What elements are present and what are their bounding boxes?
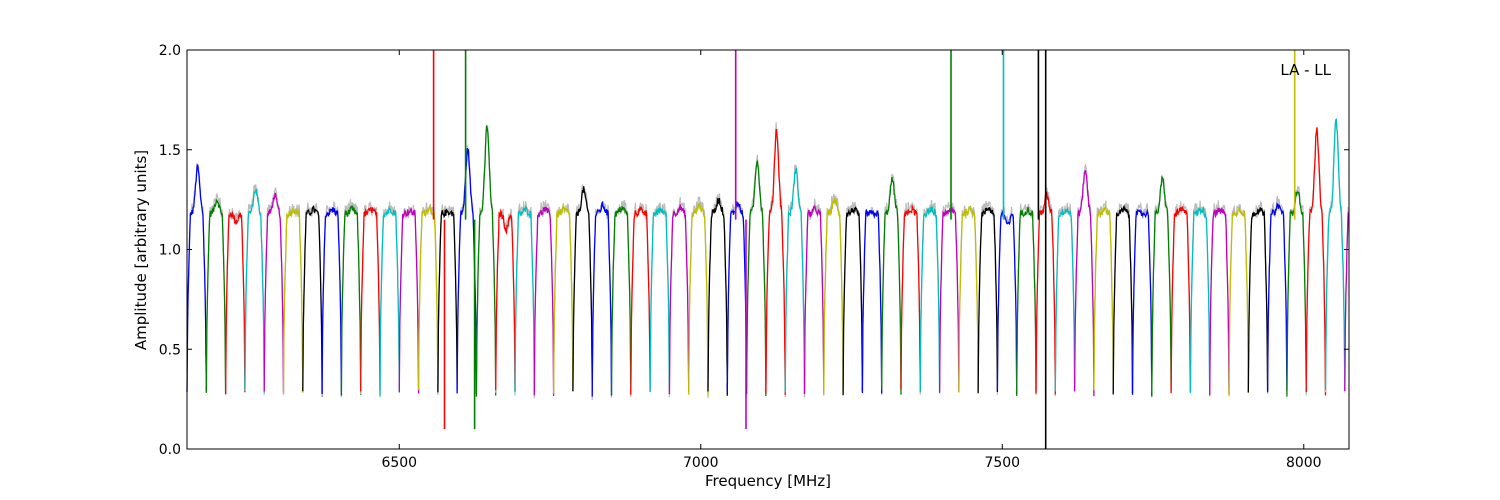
channel-curve-41 — [977, 206, 999, 394]
channel-curve-40 — [958, 205, 979, 394]
channel-curve-33 — [823, 198, 844, 394]
channel-curve-6 — [302, 205, 323, 397]
channel-curve-16 — [495, 209, 516, 392]
channel-curve-47 — [1093, 205, 1114, 391]
channel-curve-25 — [668, 204, 690, 395]
channel-curve-9 — [360, 206, 381, 392]
reference-channel-15 — [475, 124, 497, 395]
y-tick-label-1: 0.5 — [159, 342, 181, 358]
channel-curve-1 — [205, 198, 227, 395]
channel-curve-54 — [1228, 206, 1249, 397]
channel-curve-35 — [861, 208, 883, 394]
channel-curve-55 — [1247, 207, 1269, 393]
channel-curve-51 — [1170, 206, 1192, 394]
reference-channel-30 — [765, 122, 786, 398]
reference-channel-36 — [881, 173, 902, 390]
channel-curve-19 — [552, 205, 574, 394]
channel-curve-37 — [900, 204, 921, 392]
channel-curve-31 — [784, 167, 806, 395]
channel-curve-11 — [398, 207, 420, 394]
channel-curve-49 — [1131, 208, 1153, 397]
reference-channel-29 — [746, 154, 767, 392]
channel-curve-13 — [437, 209, 458, 393]
channel-curve-23 — [630, 205, 651, 395]
channel-curve-48 — [1112, 204, 1134, 395]
channel-curve-28 — [726, 200, 748, 395]
channel-curve-0 — [186, 163, 207, 393]
x-tick-label-1: 7000 — [683, 455, 719, 471]
channel-curve-3 — [244, 188, 265, 393]
reference-channel-31 — [784, 164, 806, 398]
channel-curve-42 — [996, 209, 1018, 394]
reference-channel-50 — [1151, 174, 1172, 392]
y-tick-label-3: 1.5 — [159, 143, 181, 159]
channel-curve-27 — [707, 198, 728, 396]
channel-curve-24 — [649, 206, 671, 393]
reference-channel-14 — [456, 145, 477, 394]
channel-curve-39 — [938, 207, 960, 393]
channel-curve-26 — [688, 202, 709, 396]
channel-curve-34 — [842, 206, 864, 396]
x-axis-title: Frequency [MHz] — [705, 472, 831, 490]
channel-curve-30 — [765, 128, 786, 395]
channel-curve-38 — [919, 206, 941, 393]
channel-curve-60 — [1344, 212, 1350, 392]
x-tick-label-2: 7500 — [984, 455, 1020, 471]
channel-curve-7 — [321, 207, 343, 396]
channel-curve-20 — [572, 186, 593, 392]
channel-curve-57 — [1286, 190, 1307, 397]
channel-curve-10 — [379, 205, 400, 397]
channel-curve-18 — [533, 206, 555, 397]
channel-curve-45 — [1054, 207, 1076, 392]
channel-curve-32 — [803, 204, 825, 395]
channel-curve-4 — [263, 192, 285, 395]
y-tick-label-2: 1.0 — [159, 243, 181, 259]
channel-curve-15 — [475, 125, 497, 397]
channel-curve-2 — [224, 210, 246, 395]
channel-curve-17 — [514, 205, 535, 397]
channel-curve-52 — [1189, 206, 1211, 396]
channel-curve-46 — [1073, 170, 1095, 397]
y-axis-title: Amplitude [arbitrary units] — [132, 150, 150, 350]
reference-channel-46 — [1074, 164, 1095, 393]
channel-curve-22 — [610, 206, 632, 396]
channel-curve-14 — [456, 148, 478, 394]
channel-curve-59 — [1324, 118, 1346, 391]
axis-ticks: 6500 7000 7500 8000 0.0 0.5 1.0 1.5 2.0 — [159, 43, 1349, 471]
channel-curve-12 — [417, 204, 439, 394]
annotation-label: LA - LL — [1280, 61, 1331, 79]
series-group — [186, 50, 1350, 449]
reference-channel-58 — [1305, 128, 1327, 397]
reference-channel-0 — [186, 163, 207, 393]
channel-curve-36 — [881, 177, 902, 395]
channel-curve-8 — [340, 204, 362, 396]
channel-curve-58 — [1305, 127, 1327, 396]
channel-curve-53 — [1209, 207, 1230, 396]
channel-curve-5 — [282, 208, 304, 393]
channel-curve-43 — [1016, 206, 1037, 396]
channel-curve-21 — [591, 200, 613, 397]
reference-channel-59 — [1324, 118, 1346, 393]
channel-curve-29 — [745, 160, 767, 397]
x-tick-label-3: 8000 — [1286, 455, 1322, 471]
channel-curve-56 — [1266, 202, 1288, 393]
x-tick-label-0: 6500 — [381, 455, 417, 471]
channel-curve-50 — [1151, 175, 1172, 397]
y-tick-label-0: 0.0 — [159, 442, 181, 458]
y-tick-label-4: 2.0 — [159, 43, 181, 59]
